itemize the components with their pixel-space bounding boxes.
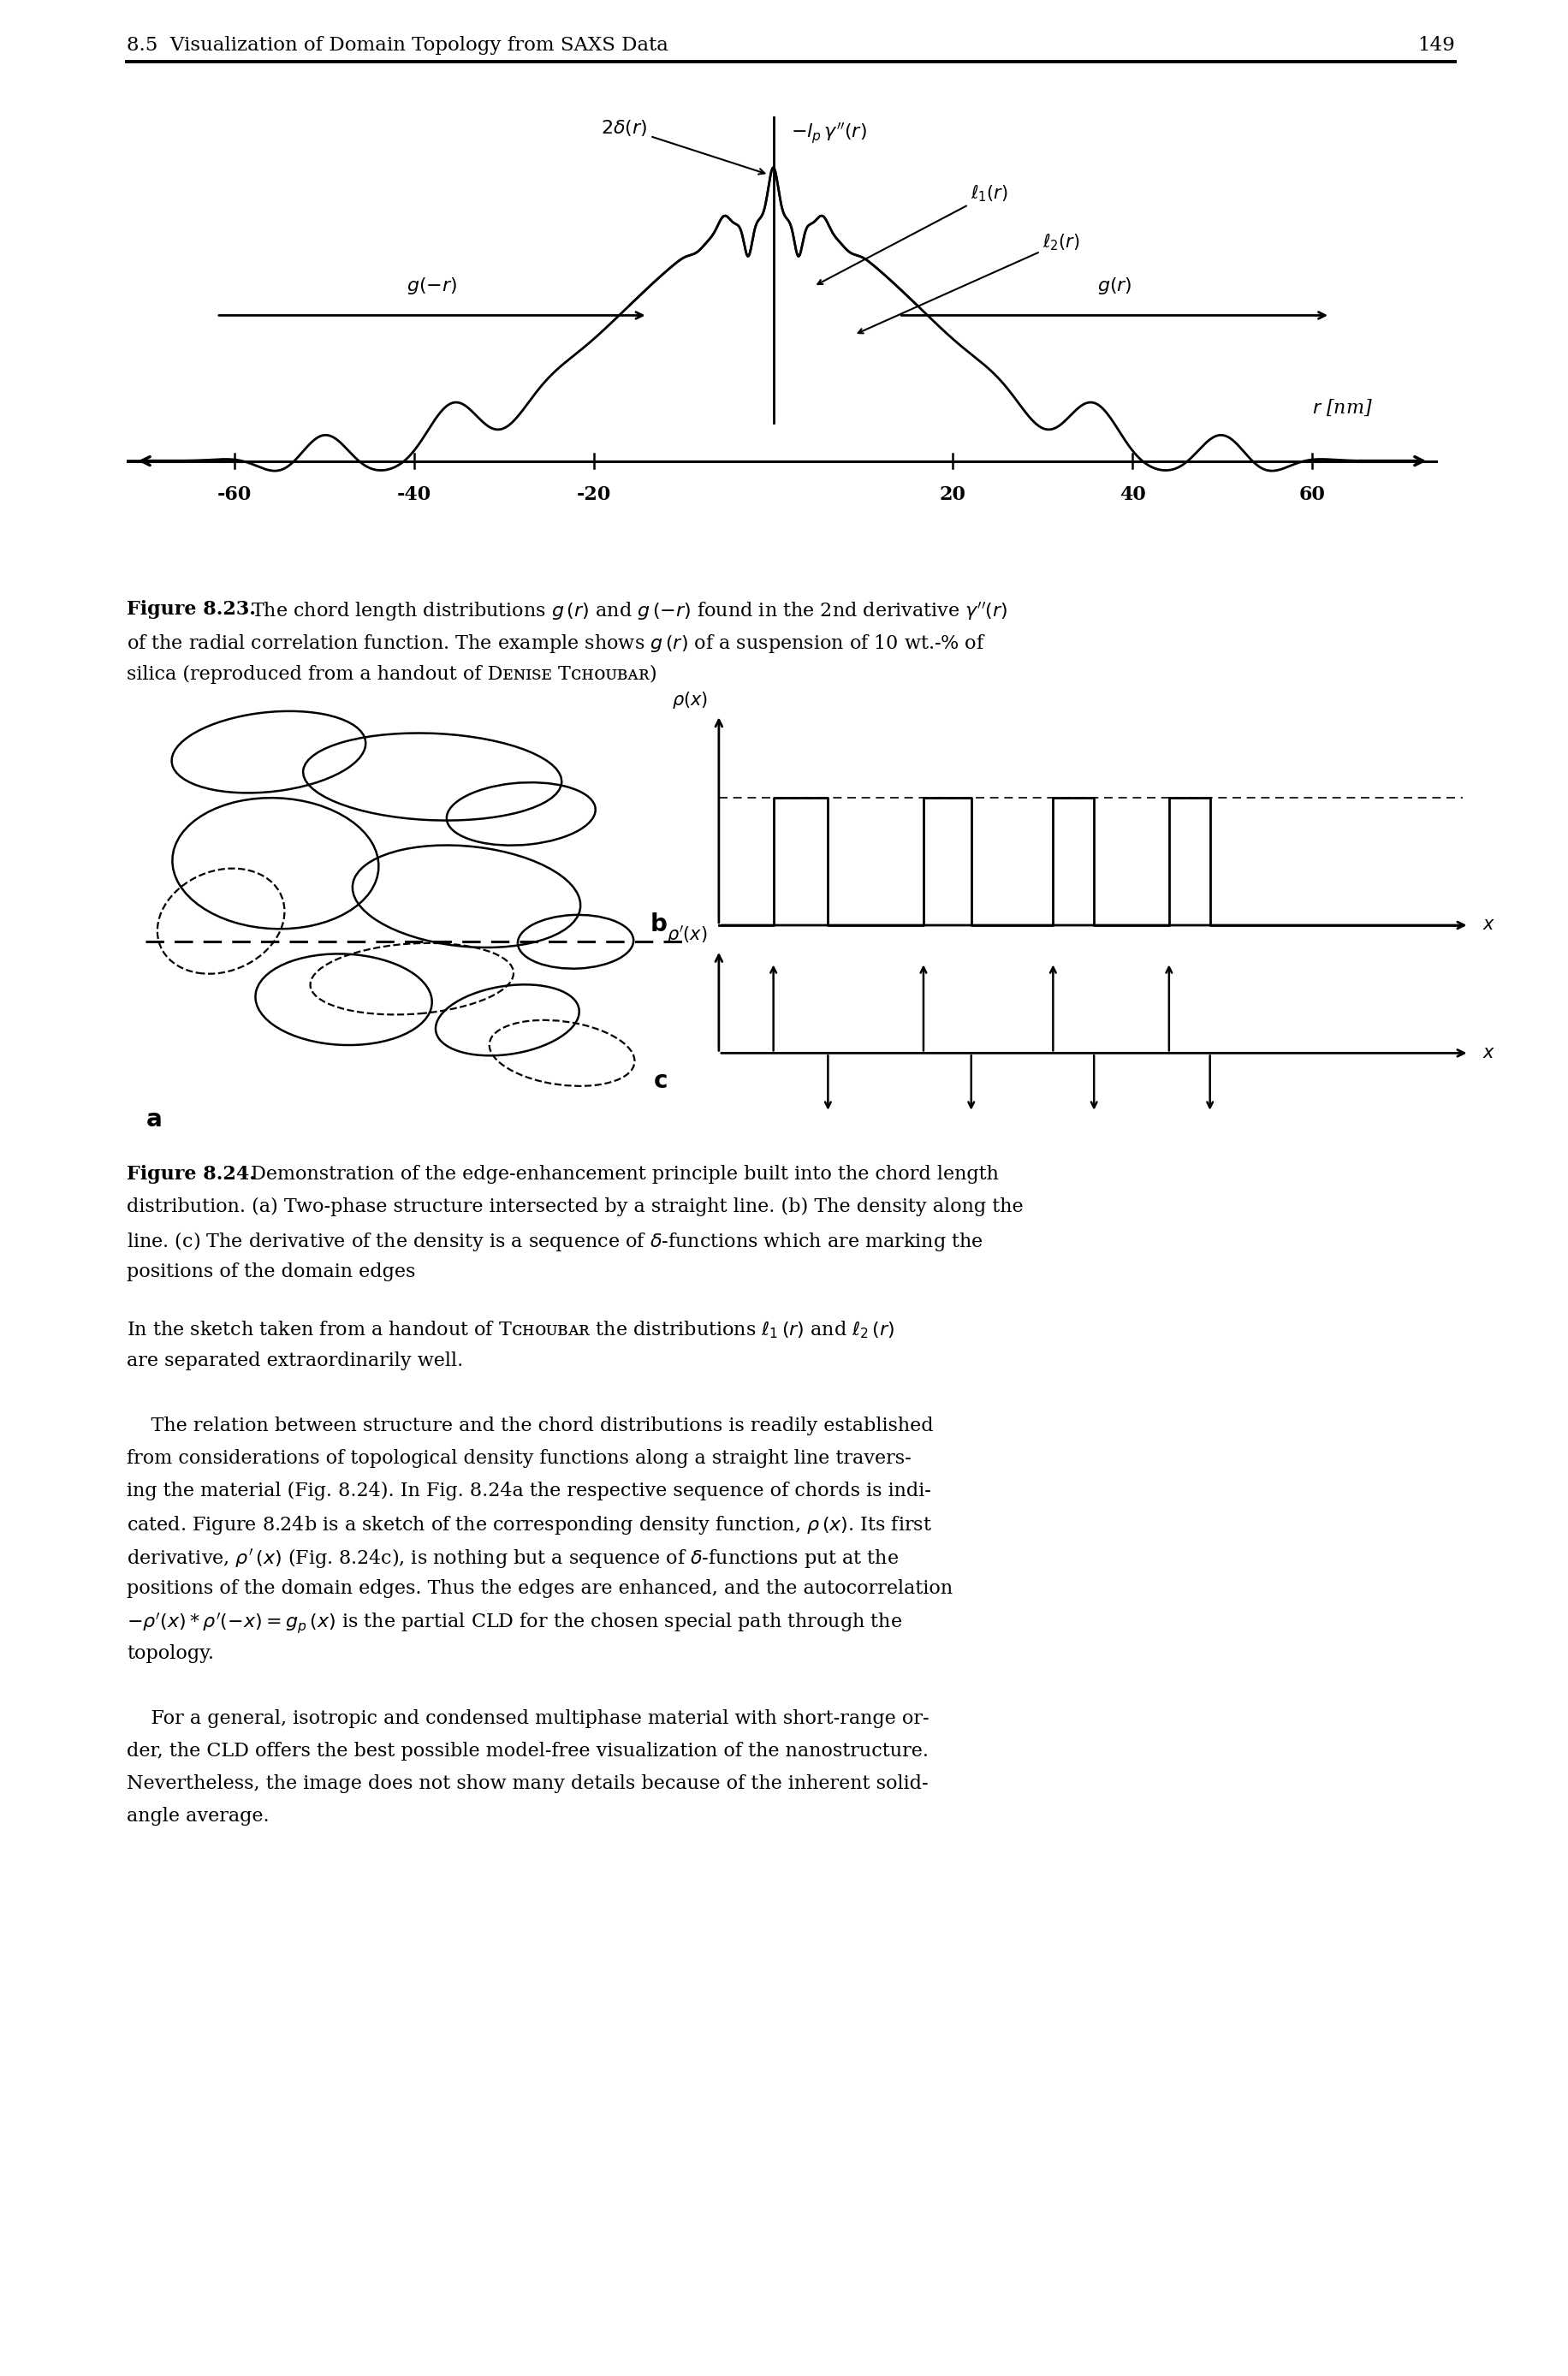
Text: -20: -20 bbox=[577, 485, 612, 504]
Text: $-\rho^{\prime}(x)*\rho^{\prime}(-x) = g_p\,(x)$ is the partial CLD for the chos: $-\rho^{\prime}(x)*\rho^{\prime}(-x) = g… bbox=[127, 1611, 902, 1637]
Text: from considerations of topological density functions along a straight line trave: from considerations of topological densi… bbox=[127, 1449, 911, 1468]
Text: topology.: topology. bbox=[127, 1644, 213, 1663]
Text: distribution. (a) Two-phase structure intersected by a straight line. (b) The de: distribution. (a) Two-phase structure in… bbox=[127, 1198, 1024, 1217]
Text: 20: 20 bbox=[939, 485, 966, 504]
Text: Figure 8.24.: Figure 8.24. bbox=[127, 1164, 256, 1183]
Text: $g(-r)$: $g(-r)$ bbox=[406, 276, 458, 297]
Text: 40: 40 bbox=[1120, 485, 1146, 504]
Text: $2\delta(r)$: $2\delta(r)$ bbox=[601, 119, 765, 173]
Text: $\ell_1(r)$: $\ell_1(r)$ bbox=[817, 183, 1008, 285]
Text: Demonstration of the edge-enhancement principle built into the chord length: Demonstration of the edge-enhancement pr… bbox=[245, 1164, 999, 1183]
Text: -40: -40 bbox=[397, 485, 431, 504]
Text: $x$: $x$ bbox=[1483, 1045, 1496, 1062]
Text: line. (c) The derivative of the density is a sequence of $\delta$-functions whic: line. (c) The derivative of the density … bbox=[127, 1231, 983, 1252]
Text: 8.5  Visualization of Domain Topology from SAXS Data: 8.5 Visualization of Domain Topology fro… bbox=[127, 36, 668, 55]
Text: $\mathbf{c}$: $\mathbf{c}$ bbox=[652, 1069, 666, 1093]
Text: positions of the domain edges. Thus the edges are enhanced, and the autocorrelat: positions of the domain edges. Thus the … bbox=[127, 1580, 953, 1599]
Text: $r$ [nm]: $r$ [nm] bbox=[1312, 397, 1374, 418]
Text: Figure 8.23.: Figure 8.23. bbox=[127, 601, 256, 618]
Text: of the radial correlation function. The example shows $g\,(r)$ of a suspension o: of the radial correlation function. The … bbox=[127, 632, 986, 656]
Text: Nevertheless, the image does not show many details because of the inherent solid: Nevertheless, the image does not show ma… bbox=[127, 1775, 928, 1794]
Text: $x$: $x$ bbox=[1483, 917, 1496, 934]
Text: are separated extraordinarily well.: are separated extraordinarily well. bbox=[127, 1352, 463, 1371]
Text: $g(r)$: $g(r)$ bbox=[1098, 276, 1132, 297]
Text: The chord length distributions $g\,(r)$ and $g\,(-r)$ found in the 2nd derivativ: The chord length distributions $g\,(r)$ … bbox=[245, 601, 1008, 623]
Text: $\mathbf{a}$: $\mathbf{a}$ bbox=[146, 1107, 162, 1131]
Text: -60: -60 bbox=[218, 485, 252, 504]
Text: In the sketch taken from a handout of Tᴄʜᴏᴜвᴀʀ the distributions $\ell_1\,(r)$ a: In the sketch taken from a handout of Tᴄ… bbox=[127, 1319, 895, 1340]
Text: $\rho'(x)$: $\rho'(x)$ bbox=[666, 924, 707, 946]
Text: derivative, $\rho^{\prime}\,(x)$ (Fig. 8.24c), is nothing but a sequence of $\de: derivative, $\rho^{\prime}\,(x)$ (Fig. 8… bbox=[127, 1547, 898, 1571]
Text: silica (reproduced from a handout of Dᴇɴɪѕᴇ Tᴄʜᴏᴜвᴀʀ): silica (reproduced from a handout of Dᴇɴ… bbox=[127, 665, 657, 684]
Text: cated. Figure 8.24b is a sketch of the corresponding density function, $\rho\,(x: cated. Figure 8.24b is a sketch of the c… bbox=[127, 1514, 931, 1537]
Text: positions of the domain edges: positions of the domain edges bbox=[127, 1262, 416, 1281]
Text: The relation between structure and the chord distributions is readily establishe: The relation between structure and the c… bbox=[127, 1416, 933, 1435]
Text: 149: 149 bbox=[1417, 36, 1455, 55]
Text: ing the material (Fig. 8.24). In Fig. 8.24a the respective sequence of chords is: ing the material (Fig. 8.24). In Fig. 8.… bbox=[127, 1483, 931, 1502]
Text: $\mathbf{b}$: $\mathbf{b}$ bbox=[649, 915, 666, 936]
Text: 60: 60 bbox=[1298, 485, 1325, 504]
Text: der, the CLD offers the best possible model-free visualization of the nanostruct: der, the CLD offers the best possible mo… bbox=[127, 1742, 928, 1761]
Text: For a general, isotropic and condensed multiphase material with short-range or-: For a general, isotropic and condensed m… bbox=[127, 1708, 930, 1727]
Text: $\rho(x)$: $\rho(x)$ bbox=[673, 691, 707, 710]
Text: $-l_p\,\gamma^{\prime\prime}(r)$: $-l_p\,\gamma^{\prime\prime}(r)$ bbox=[792, 121, 867, 145]
Text: angle average.: angle average. bbox=[127, 1806, 270, 1825]
Text: $\ell_2(r)$: $\ell_2(r)$ bbox=[858, 233, 1080, 333]
